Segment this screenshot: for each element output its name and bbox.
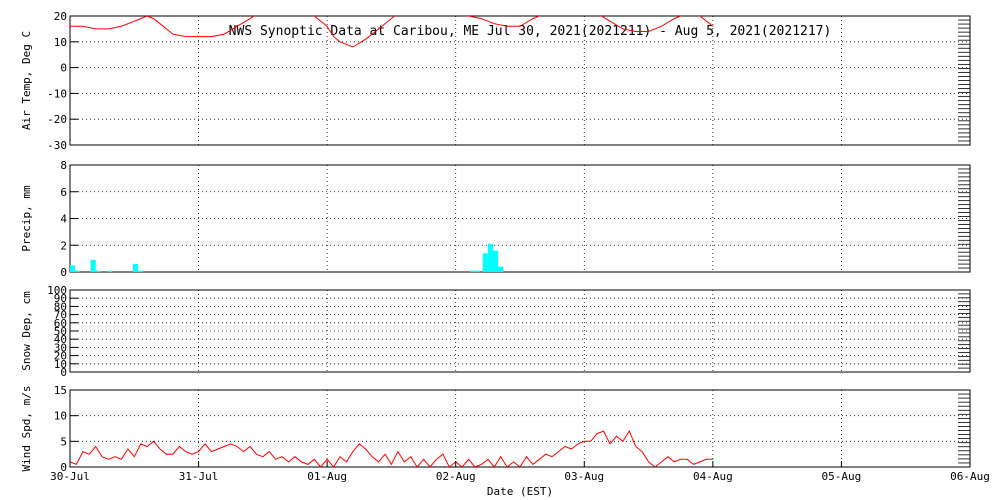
y-tick-label: -20: [47, 113, 67, 126]
panel-frame: [69, 389, 971, 468]
y-axis-label: Air Temp, Deg C: [20, 31, 33, 130]
y-tick-label: 20: [54, 350, 67, 363]
x-tick-label: 06-Aug: [950, 470, 990, 483]
x-axis-label: Date (EST): [487, 485, 553, 498]
y-tick-label: 0: [60, 461, 67, 474]
y-tick-label: -10: [47, 87, 67, 100]
precip-bar: [133, 263, 139, 272]
y-tick-label: 10: [54, 358, 67, 371]
panel-4: 0 5 10 15 Wind Spd, m/s: [20, 384, 971, 474]
y-tick-label: 15: [54, 384, 67, 397]
x-tick-label: 01-Aug: [307, 470, 347, 483]
precip-bar: [469, 270, 475, 272]
series-line: [70, 430, 713, 467]
y-tick-label: 0: [60, 266, 67, 279]
y-axis-label: Snow Dep, cm: [20, 291, 33, 371]
y-tick-label: 30: [54, 341, 67, 354]
y-tick-label: 8: [60, 159, 67, 172]
y-tick-label: 0: [60, 366, 67, 379]
y-tick-label: 4: [60, 213, 67, 226]
precip-bar: [482, 253, 488, 272]
y-tick-label: -30: [47, 139, 67, 152]
precip-bar: [487, 243, 493, 272]
chart-title: NWS Synoptic Data at Caribou, ME Jul 30,…: [229, 24, 832, 39]
series-line: [70, 16, 714, 48]
precip-bar: [75, 270, 81, 272]
panel-2: 0 2 4 6 8 Precip, mm: [20, 159, 971, 279]
series-group: [70, 430, 713, 467]
series-group: [70, 16, 714, 48]
y-tick-label: 10: [54, 36, 67, 49]
y-tick-label: 70: [54, 309, 67, 322]
panel-frame: [69, 164, 971, 273]
y-axis-label: Precip, mm: [20, 185, 33, 252]
y-tick-label: 5: [60, 435, 67, 448]
precip-bar: [493, 250, 499, 272]
series-group: [70, 243, 504, 272]
precip-bar: [90, 259, 96, 272]
y-tick-label: 40: [54, 333, 67, 346]
panel-frame: [69, 289, 971, 373]
precip-bar: [138, 270, 144, 272]
y-tick-label: 90: [54, 292, 67, 305]
y-tick-label: 20: [54, 10, 67, 23]
precip-bar: [107, 270, 113, 272]
panel-1: -30 -20 -10 0 10 20 Air Temp, Deg C: [20, 10, 971, 152]
x-tick-label: 03-Aug: [564, 470, 604, 483]
panel-frame: [69, 15, 971, 146]
y-tick-label: 0: [60, 62, 67, 75]
precip-bar: [70, 265, 76, 272]
y-tick-label: 80: [54, 300, 67, 313]
precip-bar: [95, 270, 101, 272]
y-tick-label: 60: [54, 317, 67, 330]
x-tick-label: 30-Jul: [50, 470, 90, 483]
x-tick-label: 31-Jul: [179, 470, 219, 483]
x-tick-label: 05-Aug: [822, 470, 862, 483]
precip-bar: [475, 270, 481, 272]
y-tick-label: 50: [54, 325, 67, 338]
y-axis-label: Wind Spd, m/s: [20, 385, 33, 471]
precip-bar: [498, 266, 504, 272]
y-tick-label: 6: [60, 186, 67, 199]
x-tick-label: 04-Aug: [693, 470, 733, 483]
x-tick-label: 02-Aug: [436, 470, 476, 483]
y-tick-label: 100: [47, 284, 67, 297]
y-tick-label: 10: [54, 410, 67, 423]
y-tick-label: 2: [60, 239, 67, 252]
